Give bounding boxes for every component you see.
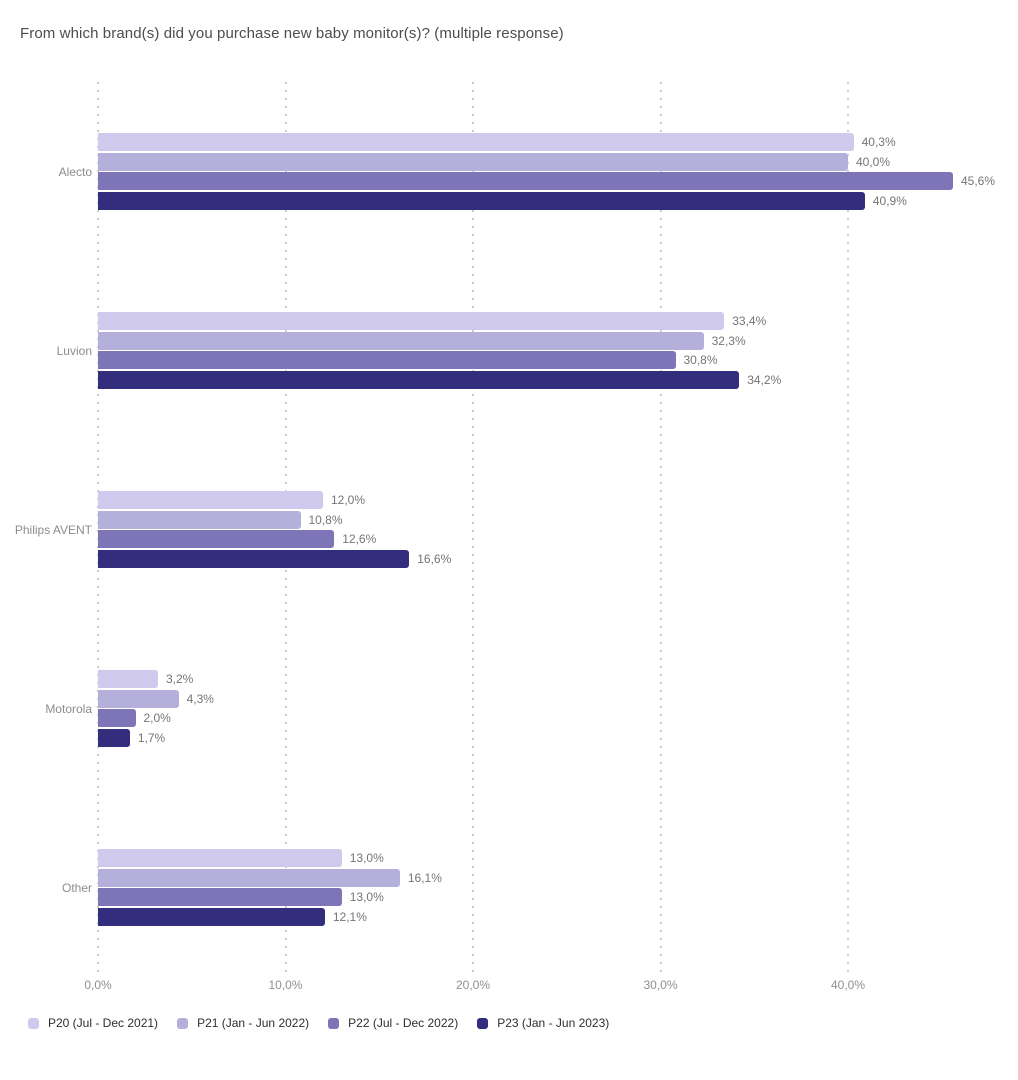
legend-label: P21 (Jan - Jun 2022)	[197, 1016, 310, 1030]
legend-swatch	[477, 1017, 489, 1029]
bar	[98, 888, 342, 906]
legend-item: P22 (Jul - Dec 2022)	[328, 1016, 458, 1030]
category-label: Luvion	[56, 343, 92, 358]
bar	[98, 908, 325, 926]
bar	[98, 530, 335, 548]
bar-value-label: 32,3%	[711, 334, 746, 348]
x-axis-tick-label: 20,0%	[455, 978, 491, 992]
bar-value-label: 12,6%	[342, 532, 377, 546]
bar	[98, 332, 704, 350]
bar-value-label: 16,1%	[407, 871, 442, 885]
legend-item: P21 (Jan - Jun 2022)	[177, 1016, 309, 1030]
bar-value-label: 40,9%	[872, 194, 907, 208]
bar	[98, 511, 301, 529]
y-axis-category-labels: Alecto Luvion Philips AVENT Motorola Other	[0, 82, 92, 977]
bar	[98, 312, 725, 330]
bar-value-label: 34,2%	[747, 373, 782, 387]
x-axis-tick-label: 40,0%	[830, 978, 866, 992]
category-label: Philips AVENT	[14, 522, 92, 537]
bar	[98, 709, 136, 727]
bar	[98, 192, 865, 210]
x-axis: 0,0% 10,0% 20,0% 30,0% 40,0%	[84, 978, 993, 994]
bar-value-label: 13,0%	[349, 890, 384, 904]
bar	[98, 133, 854, 151]
category-label: Motorola	[45, 701, 92, 716]
bar	[98, 849, 342, 867]
bar-value-label: 12,0%	[331, 493, 366, 507]
chart-title: From which brand(s) did you purchase new…	[20, 25, 564, 42]
category-label: Other	[61, 880, 92, 895]
bar	[98, 690, 179, 708]
bar	[98, 351, 676, 369]
legend-label: P22 (Jul - Dec 2022)	[348, 1016, 459, 1030]
legend-item: P20 (Jul - Dec 2021)	[28, 1016, 158, 1030]
bar-value-label: 2,0%	[143, 711, 171, 725]
plot-area: 40,3% 40,0% 45,6% 40,9% 33,4% 32,3% 30,8% 34,2%…	[97, 82, 996, 977]
legend-swatch	[177, 1017, 189, 1029]
category-label: Alecto	[58, 164, 92, 179]
bar-value-label: 3,2%	[166, 672, 194, 686]
legend-item: P23 (Jan - Jun 2023)	[477, 1016, 609, 1030]
bar	[98, 729, 130, 747]
bar	[98, 670, 158, 688]
bar	[98, 869, 400, 887]
bar-value-label: 40,0%	[856, 155, 891, 169]
bar	[98, 491, 323, 509]
x-axis-tick-label: 10,0%	[268, 978, 303, 992]
gridline	[472, 82, 474, 972]
gridline	[847, 82, 849, 972]
bar	[98, 153, 848, 171]
bar	[98, 172, 953, 190]
bar-value-label: 33,4%	[732, 314, 767, 328]
legend-label: P20 (Jul - Dec 2021)	[48, 1016, 159, 1030]
legend-label: P23 (Jan - Jun 2023)	[497, 1016, 610, 1030]
bar-value-label: 40,3%	[861, 135, 896, 149]
bar-value-label: 1,7%	[137, 731, 166, 745]
bar-value-label: 4,3%	[186, 692, 214, 706]
legend-swatch	[28, 1017, 39, 1029]
x-axis-tick-label: 0,0%	[84, 978, 112, 992]
bar-value-label: 12,1%	[332, 910, 367, 924]
gridline	[659, 82, 662, 972]
legend-swatch	[328, 1017, 340, 1029]
bar-value-label: 30,8%	[683, 353, 718, 367]
bar-value-label: 16,6%	[417, 552, 452, 566]
bar	[98, 550, 410, 568]
bar	[98, 371, 740, 389]
x-axis-tick-label: 30,0%	[643, 978, 678, 992]
bar-value-label: 13,0%	[349, 851, 384, 865]
bar-value-label: 45,6%	[961, 174, 996, 188]
bar-value-label: 10,8%	[308, 513, 343, 527]
legend: P20 (Jul - Dec 2021) P21 (Jan - Jun 2022)…	[28, 1016, 609, 1030]
